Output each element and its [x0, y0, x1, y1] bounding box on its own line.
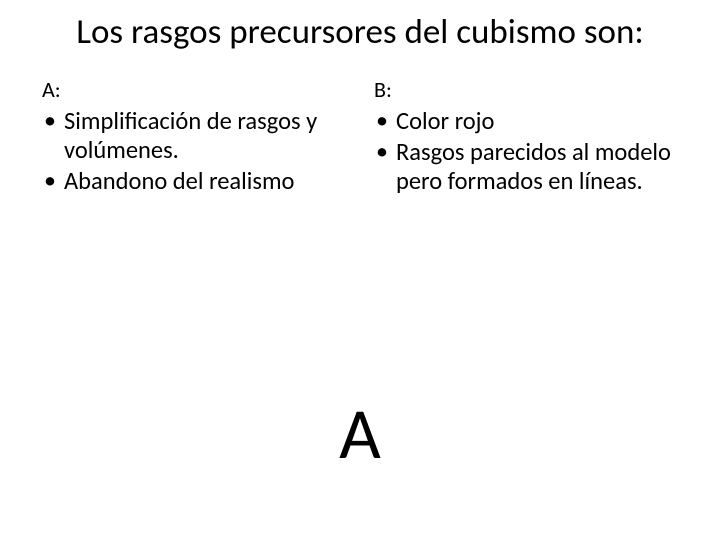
list-item: Simplificación de rasgos y volúmenes. — [42, 107, 346, 165]
column-a: A: Simplificación de rasgos y volúmenes.… — [42, 76, 346, 198]
column-b: B: Color rojo Rasgos parecidos al modelo… — [374, 76, 678, 198]
slide: Los rasgos precursores del cubismo son: … — [0, 0, 720, 540]
column-b-list: Color rojo Rasgos parecidos al modelo pe… — [374, 107, 678, 196]
column-b-label: B: — [374, 76, 678, 103]
column-a-label: A: — [42, 76, 346, 103]
columns: A: Simplificación de rasgos y volúmenes.… — [42, 76, 678, 198]
slide-title: Los rasgos precursores del cubismo son: — [42, 12, 678, 52]
list-item: Rasgos parecidos al modelo pero formados… — [374, 138, 678, 196]
column-a-list: Simplificación de rasgos y volúmenes. Ab… — [42, 107, 346, 196]
list-item: Color rojo — [374, 107, 678, 136]
list-item: Abandono del realismo — [42, 167, 346, 196]
answer-letter: A — [0, 390, 720, 478]
